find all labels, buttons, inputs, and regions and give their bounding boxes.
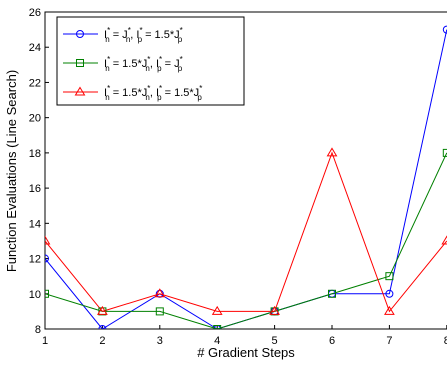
x-tick-label: 2 [99, 335, 105, 347]
y-tick-label: 14 [29, 218, 41, 230]
legend-marker-circle [76, 30, 84, 38]
data-point-triangle [269, 305, 280, 315]
data-point-circle [98, 325, 107, 329]
x-tick-label: 7 [386, 335, 392, 347]
y-tick-label: 24 [29, 42, 41, 54]
data-point-square [155, 307, 164, 316]
data-point-circle [385, 289, 394, 298]
x-tick-label: 4 [214, 335, 220, 347]
y-axis-label: Function Evaluations (Line Search) [4, 70, 19, 272]
data-point-triangle [211, 305, 223, 315]
y-tick-label: 16 [29, 183, 41, 195]
legend-marker-square [76, 59, 84, 67]
legend-label-1: I* n = J* n, I* p = 1.5*J* p [104, 26, 183, 44]
y-tick-label: 10 [29, 289, 41, 301]
data-point-triangle [97, 305, 108, 315]
data-point-square [213, 325, 222, 329]
y-tick-label: 8 [35, 324, 41, 336]
x-tick-label: 8 [444, 335, 447, 347]
legend-label-2: I* n = 1.5*J* n, I* p = J* p [104, 55, 183, 73]
legend-entry-3: I* n = 1.5*J* n, I* p = 1.5*J* p [63, 84, 202, 102]
data-point-square [328, 289, 336, 298]
x-axis-label: # Gradient Steps [197, 345, 295, 360]
x-tick-label: 6 [329, 335, 335, 347]
y-tick-label: 22 [29, 77, 41, 89]
legend-box [56, 16, 245, 106]
x-tick-label: 1 [42, 335, 48, 347]
y-tick-label: 18 [29, 148, 41, 160]
legend-label-3: I* n = 1.5*J* n, I* p = 1.5*J* p [104, 84, 202, 102]
markers-layer [45, 25, 447, 329]
data-point-square [45, 289, 49, 298]
data-point-circle [45, 254, 49, 263]
legend-marker-triangle [74, 86, 86, 96]
legend: I* n = J* n, I* p = 1.5*J* p I* n = 1.5*J* n, … [56, 16, 245, 106]
y-tick-label: 12 [29, 254, 41, 266]
x-tick-label: 3 [157, 335, 163, 347]
y-tick-label: 26 [29, 7, 41, 19]
legend-entry-1: I* n = J* n, I* p = 1.5*J* p [63, 26, 183, 44]
legend-entry-2: I* n = 1.5*J* n, I* p = J* p [63, 55, 183, 73]
series-line-2 [45, 152, 447, 329]
series-line-3 [45, 151, 447, 313]
data-point-triangle [45, 235, 51, 245]
data-point-triangle [326, 147, 338, 157]
data-point-triangle [154, 288, 166, 298]
y-tick-label: 20 [29, 113, 41, 125]
x-tick-label: 5 [272, 335, 278, 347]
series-layer [45, 29, 447, 329]
data-point-square [385, 272, 394, 281]
data-point-triangle [384, 305, 395, 315]
y-axis-ticks: 8 10 12 14 16 18 20 22 24 26 [29, 7, 49, 336]
